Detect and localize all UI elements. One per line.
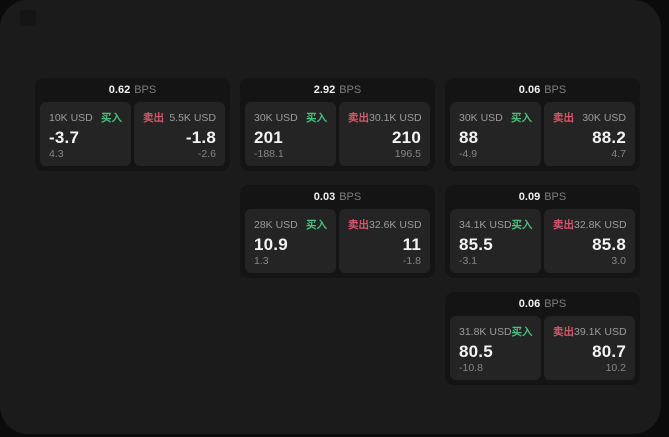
- buy-delta: -10.8: [459, 362, 483, 374]
- spread-unit: BPS: [339, 84, 362, 96]
- buy-delta: 1.3: [254, 255, 269, 267]
- sell-amount: 30K USD: [582, 111, 626, 124]
- buy-side-label: 买入: [511, 326, 533, 338]
- spread-unit: BPS: [544, 84, 567, 96]
- sell-side-label: 卖出: [348, 219, 369, 231]
- spread-unit: BPS: [544, 298, 567, 310]
- sell-amount: 39.1K USD: [574, 325, 627, 338]
- buy-amount: 28K USD: [254, 218, 298, 231]
- spread-unit: BPS: [339, 191, 362, 203]
- sell-tile[interactable]: 卖出 39.1K USD 80.7 10.2: [544, 316, 635, 380]
- buy-tile[interactable]: 30K USD 买入 88 -4.9: [450, 102, 541, 166]
- sell-amount: 32.8K USD: [574, 218, 627, 231]
- sell-side-label: 卖出: [553, 326, 574, 338]
- sell-tile[interactable]: 卖出 5.5K USD -1.8 -2.6: [134, 102, 225, 166]
- spread-header: 0.06 BPS: [445, 292, 640, 316]
- sell-price: 11: [402, 235, 421, 254]
- spread-header: 0.09 BPS: [445, 185, 640, 209]
- buy-amount: 31.8K USD: [459, 325, 512, 338]
- sell-side-label: 卖出: [143, 112, 164, 124]
- sell-delta: -2.6: [197, 148, 216, 160]
- spread-unit: BPS: [134, 84, 157, 96]
- buy-tile[interactable]: 28K USD 买入 10.9 1.3: [245, 209, 336, 273]
- sell-tile[interactable]: 卖出 30.1K USD 210 196.5: [339, 102, 430, 166]
- buy-amount: 30K USD: [254, 111, 298, 124]
- buy-delta: -3.1: [459, 255, 478, 267]
- quote-panels: 30K USD 买入 88 -4.9 卖出 30K USD 88.2 4.7: [445, 102, 640, 171]
- buy-amount: 30K USD: [459, 111, 503, 124]
- buy-price: 88: [459, 128, 479, 147]
- sell-tile[interactable]: 卖出 32.8K USD 85.8 3.0: [544, 209, 635, 273]
- sell-price: -1.8: [185, 128, 216, 147]
- quote-card: 0.03 BPS 28K USD 买入 10.9 1.3 卖出 32.6K US…: [240, 185, 435, 278]
- quote-card: 2.92 BPS 30K USD 买入 201 -188.1 卖出 30.1K …: [240, 78, 435, 171]
- spread-value: 0.62: [108, 84, 131, 96]
- buy-delta: -4.9: [459, 148, 478, 160]
- buy-side-label: 买入: [511, 112, 532, 124]
- buy-side-label: 买入: [306, 219, 327, 231]
- sell-amount: 30.1K USD: [369, 111, 422, 124]
- sell-delta: 196.5: [394, 148, 421, 160]
- spread-header: 0.06 BPS: [445, 78, 640, 102]
- buy-amount: 34.1K USD: [459, 218, 512, 231]
- buy-side-label: 买入: [306, 112, 327, 124]
- sell-side-label: 卖出: [553, 112, 574, 124]
- spread-value: 0.06: [518, 298, 541, 310]
- sell-side-label: 卖出: [348, 112, 369, 124]
- quote-panels: 31.8K USD 买入 80.5 -10.8 卖出 39.1K USD 80.…: [445, 316, 640, 385]
- sell-side-label: 卖出: [553, 219, 574, 231]
- spread-value: 0.06: [518, 84, 541, 96]
- app-icon[interactable]: [20, 10, 36, 26]
- buy-tile[interactable]: 30K USD 买入 201 -188.1: [245, 102, 336, 166]
- spread-value: 0.09: [518, 191, 541, 203]
- sell-delta: 3.0: [611, 255, 626, 267]
- sell-tile[interactable]: 卖出 30K USD 88.2 4.7: [544, 102, 635, 166]
- sell-price: 80.7: [592, 342, 626, 361]
- quote-panels: 28K USD 买入 10.9 1.3 卖出 32.6K USD 11 -1.8: [240, 209, 435, 278]
- sell-price: 210: [392, 128, 421, 147]
- sell-delta: 4.7: [611, 148, 626, 160]
- quote-card: 0.09 BPS 34.1K USD 买入 85.5 -3.1 卖出 32.8K…: [445, 185, 640, 278]
- buy-price: 85.5: [459, 235, 493, 254]
- quote-card: 0.06 BPS 30K USD 买入 88 -4.9 卖出 30K USD 8…: [445, 78, 640, 171]
- spread-unit: BPS: [544, 191, 567, 203]
- quote-panels: 34.1K USD 买入 85.5 -3.1 卖出 32.8K USD 85.8…: [445, 209, 640, 278]
- spread-header: 0.03 BPS: [240, 185, 435, 209]
- buy-tile[interactable]: 10K USD 买入 -3.7 4.3: [40, 102, 131, 166]
- sell-price: 85.8: [592, 235, 626, 254]
- buy-tile[interactable]: 31.8K USD 买入 80.5 -10.8: [450, 316, 541, 380]
- sell-delta: 10.2: [605, 362, 626, 374]
- quote-panels: 30K USD 买入 201 -188.1 卖出 30.1K USD 210 1…: [240, 102, 435, 171]
- quote-panels: 10K USD 买入 -3.7 4.3 卖出 5.5K USD -1.8 -2.…: [35, 102, 230, 171]
- quote-card: 0.06 BPS 31.8K USD 买入 80.5 -10.8 卖出 39.1…: [445, 292, 640, 385]
- spread-header: 0.62 BPS: [35, 78, 230, 102]
- sell-amount: 32.6K USD: [369, 218, 422, 231]
- buy-delta: 4.3: [49, 148, 64, 160]
- spread-value: 0.03: [313, 191, 336, 203]
- buy-price: 201: [254, 128, 283, 147]
- buy-side-label: 买入: [101, 112, 122, 124]
- buy-tile[interactable]: 34.1K USD 买入 85.5 -3.1: [450, 209, 541, 273]
- buy-amount: 10K USD: [49, 111, 93, 124]
- sell-price: 88.2: [592, 128, 626, 147]
- buy-side-label: 买入: [511, 219, 533, 231]
- sell-amount: 5.5K USD: [169, 111, 216, 124]
- buy-price: 10.9: [254, 235, 288, 254]
- buy-price: -3.7: [49, 128, 80, 147]
- buy-delta: -188.1: [254, 148, 284, 160]
- quote-card: 0.62 BPS 10K USD 买入 -3.7 4.3 卖出 5.5K USD…: [35, 78, 230, 171]
- spread-value: 2.92: [313, 84, 336, 96]
- sell-tile[interactable]: 卖出 32.6K USD 11 -1.8: [339, 209, 430, 273]
- spread-header: 2.92 BPS: [240, 78, 435, 102]
- sell-delta: -1.8: [402, 255, 421, 267]
- buy-price: 80.5: [459, 342, 493, 361]
